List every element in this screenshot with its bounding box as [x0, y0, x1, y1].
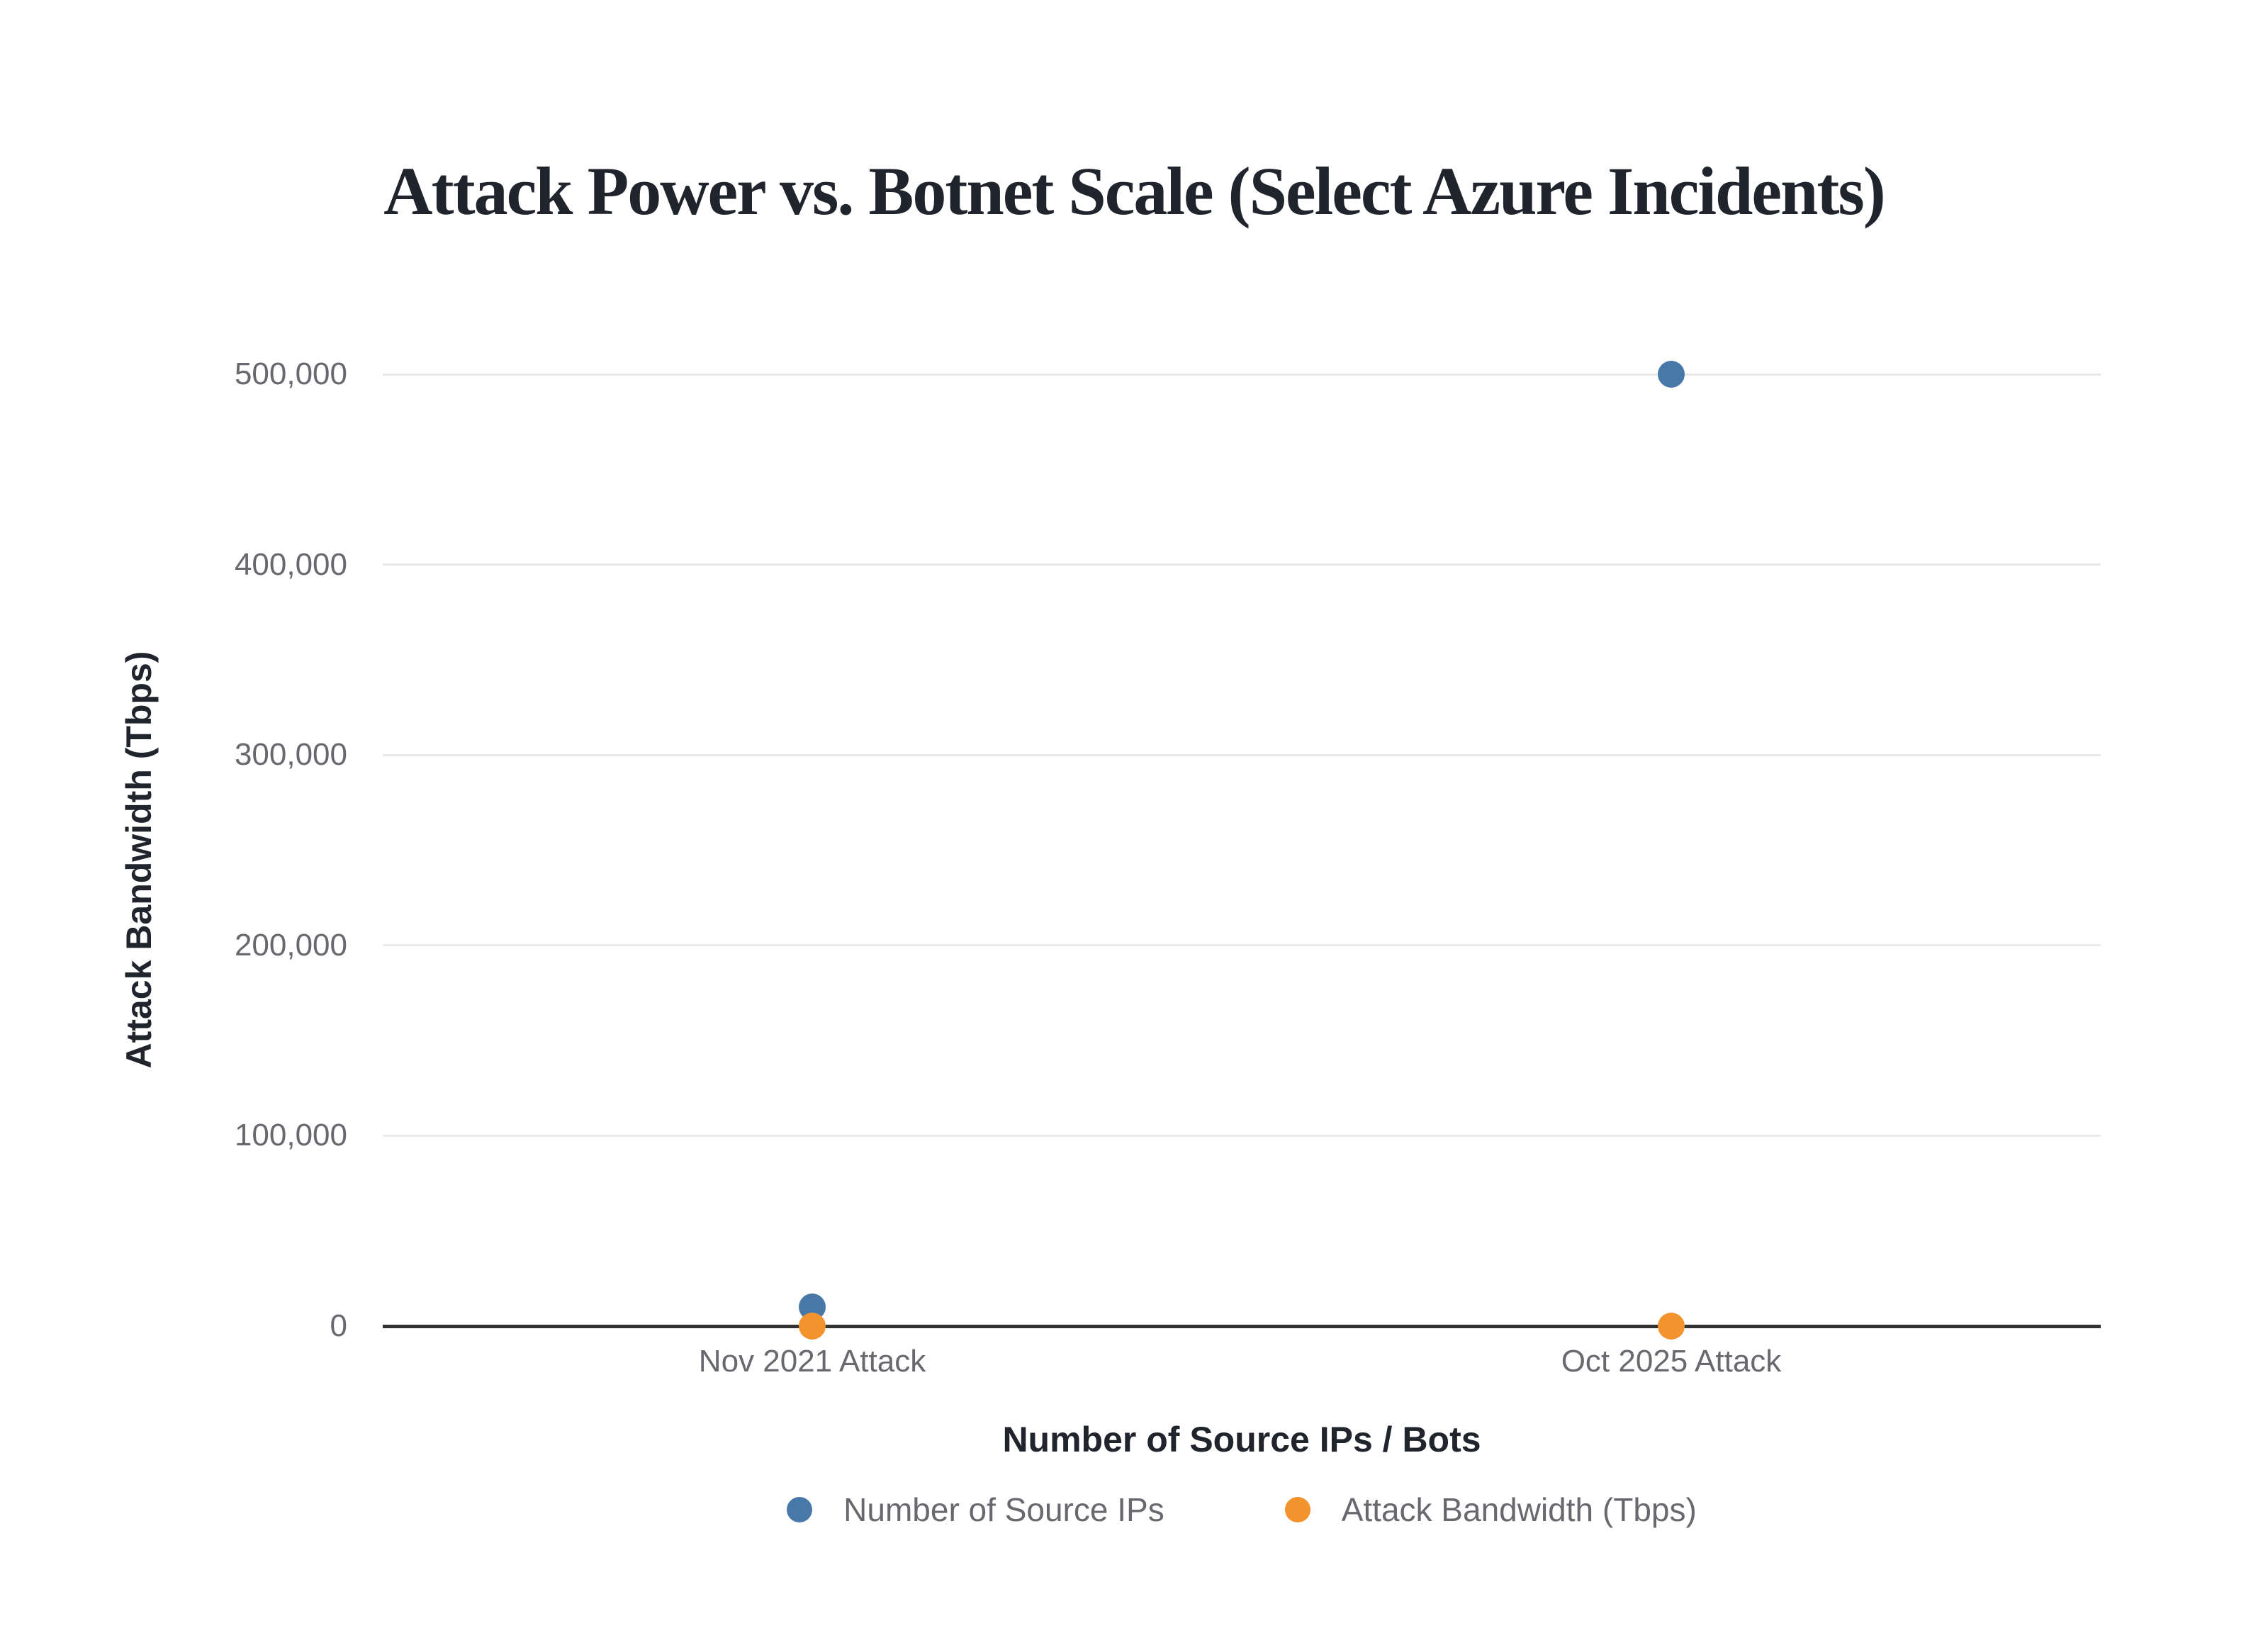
y-tick-label: 100,000 — [234, 1118, 347, 1153]
y-tick-label: 200,000 — [234, 927, 347, 963]
data-point-series0-cat1 — [1658, 361, 1685, 388]
y-gridline — [383, 373, 2101, 376]
data-point-series1-cat0 — [799, 1312, 826, 1340]
legend-label-source-ips: Number of Source IPs — [843, 1491, 1164, 1528]
y-gridline — [383, 944, 2101, 947]
legend-item-source-ips[interactable]: Number of Source IPs — [787, 1491, 1164, 1529]
x-category-label-oct-2025: Oct 2025 Attack — [1561, 1344, 1782, 1379]
data-point-series1-cat1 — [1658, 1312, 1685, 1340]
legend-label-bandwidth: Attack Bandwidth (Tbps) — [1341, 1491, 1697, 1528]
y-tick-label: 0 — [330, 1308, 347, 1343]
y-gridline — [383, 753, 2101, 756]
y-tick-label: 300,000 — [234, 737, 347, 773]
y-tick-label: 500,000 — [234, 357, 347, 391]
x-axis-title: Number of Source IPs / Bots — [1002, 1420, 1481, 1459]
y-gridline — [383, 1134, 2101, 1137]
x-category-label-nov-2021: Nov 2021 Attack — [698, 1344, 926, 1379]
y-tick-label: 400,000 — [234, 546, 347, 582]
legend-item-bandwidth[interactable]: Attack Bandwidth (Tbps) — [1284, 1491, 1697, 1529]
legend: Number of Source IPs Attack Bandwidth (T… — [383, 1491, 2101, 1529]
legend-dot-blue-icon — [787, 1497, 813, 1522]
y-gridline — [383, 563, 2101, 566]
chart-title: Attack Power vs. Botnet Scale (Select Az… — [383, 153, 1885, 230]
legend-dot-orange-icon — [1284, 1497, 1310, 1522]
x-axis-line — [383, 1324, 2101, 1328]
